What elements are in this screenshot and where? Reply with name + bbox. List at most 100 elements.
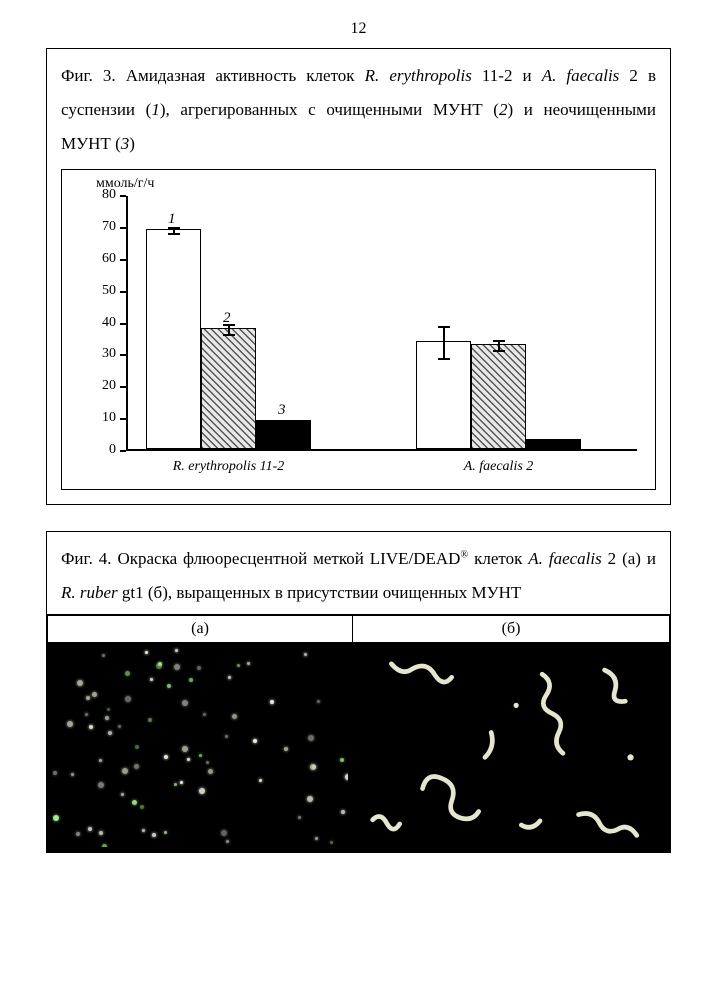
fluorescent-cell-dot [77, 680, 83, 686]
fluorescent-cell-dot [98, 782, 104, 788]
fluorescent-cell-dot [121, 793, 124, 796]
fluorescent-cell-dot [232, 714, 237, 719]
category-label: R. erythropolis 11-2 [146, 459, 311, 475]
micrograph-b [353, 643, 670, 852]
fluorescent-cell-dot [304, 653, 307, 656]
fluorescent-cell-dot [341, 810, 345, 814]
fluorescent-cell-dot [317, 700, 320, 703]
species-name: A. faecalis [528, 549, 601, 568]
fluorescent-cell-dot [182, 746, 188, 752]
fluorescent-cell-dot [199, 754, 202, 757]
bar [471, 344, 526, 449]
error-cap [223, 334, 235, 336]
fluorescent-cell-dot [102, 654, 105, 657]
fluorescent-cell-dot [203, 713, 206, 716]
fluorescent-cell-dot [226, 840, 229, 843]
fluorescent-cell-dot [270, 700, 274, 704]
fluorescent-cell-dot [221, 830, 227, 836]
fluorescent-cell-dot [92, 692, 97, 697]
y-tick [120, 227, 126, 229]
series-number-label: 3 [278, 402, 286, 419]
error-cap [438, 358, 450, 360]
panel-header-a: (а) [48, 616, 353, 643]
error-cap [493, 350, 505, 352]
caption-text: Фиг. 3. Амидазная активность клеток [61, 66, 365, 85]
caption-text: 2 (а) и [602, 549, 656, 568]
y-tick-label: 50 [84, 283, 116, 299]
caption-text: клеток [468, 549, 528, 568]
fluorescent-cell-dot [180, 781, 183, 784]
bar [256, 420, 311, 449]
figure-4-grid: (а) (б) [47, 615, 670, 852]
fluorescent-cell-dot [259, 779, 262, 782]
series-number-label: 2 [223, 310, 231, 327]
fluorescent-cell-dot [208, 769, 213, 774]
error-cap [438, 326, 450, 328]
fluorescent-cell-dot [76, 832, 80, 836]
fluorescent-cell-dot [67, 721, 73, 727]
y-tick [120, 386, 126, 388]
error-cap [493, 340, 505, 342]
fluorescent-cell-dot [122, 768, 128, 774]
series-number-label: 1 [168, 211, 176, 228]
bar-chart: ммоль/г/ч 01020304050607080123R. erythro… [61, 169, 656, 490]
fluorescent-cell-dot [142, 829, 145, 832]
y-tick [120, 291, 126, 293]
bar [526, 439, 581, 449]
fluorescent-cell-dot [148, 718, 152, 722]
fluorescent-cell-dot [150, 678, 153, 681]
fluorescent-cell-dot [253, 739, 257, 743]
y-tick-label: 10 [84, 410, 116, 426]
fluorescent-cell-dot [134, 764, 139, 769]
y-tick-label: 80 [84, 187, 116, 203]
micrograph-b-cells [353, 643, 669, 851]
fluorescent-cell-dot [132, 800, 137, 805]
fluorescent-cell-dot [140, 805, 144, 809]
fluorescent-cell-dot [199, 788, 205, 794]
fluorescent-cell-dot [174, 664, 180, 670]
y-tick [120, 259, 126, 261]
series-ref: 3 [121, 134, 130, 153]
fluorescent-cell-dot [53, 771, 57, 775]
fluorescent-cell-dot [308, 735, 314, 741]
page-number: 12 [46, 20, 671, 38]
fluorescent-cell-dot [197, 666, 201, 670]
fluorescent-cell-dot [225, 735, 228, 738]
figure-4-caption: Фиг. 4. Окраска флюоресцентной меткой LI… [47, 532, 670, 615]
fluorescent-cell-dot [105, 716, 109, 720]
caption-text: ) [129, 134, 135, 153]
fluorescent-cell-dot [145, 651, 148, 654]
fluorescent-cell-dot [174, 783, 177, 786]
species-name: R. ruber [61, 583, 118, 602]
fluorescent-cell-dot [156, 663, 162, 669]
caption-text: gt1 (б), выращенных в присутствии очищен… [118, 583, 522, 602]
fluorescent-cell-dot [284, 747, 288, 751]
caption-text: 11-2 и [472, 66, 542, 85]
fluorescent-cell-dot [125, 696, 131, 702]
y-tick-label: 40 [84, 315, 116, 331]
fluorescent-cell-dot [99, 759, 102, 762]
fluorescent-cell-dot [99, 831, 103, 835]
fluorescent-cell-dot [102, 844, 107, 847]
fluorescent-cell-dot [135, 745, 139, 749]
y-tick [120, 354, 126, 356]
y-tick [120, 195, 126, 197]
registered-mark: ® [460, 549, 468, 560]
fluorescent-cell-dot [107, 708, 110, 711]
fluorescent-cell-dot [206, 761, 209, 764]
y-tick [120, 418, 126, 420]
fluorescent-cell-dot [187, 758, 190, 761]
caption-text: Фиг. 4. Окраска флюоресцентной меткой LI… [61, 549, 460, 568]
fluorescent-cell-dot [164, 755, 168, 759]
fluorescent-cell-dot [86, 696, 90, 700]
fluorescent-cell-dot [237, 664, 240, 667]
fluorescent-cell-dot [108, 731, 112, 735]
y-tick [120, 323, 126, 325]
category-label: A. faecalis 2 [416, 459, 581, 475]
fluorescent-cell-dot [53, 815, 59, 821]
error-bar [443, 327, 445, 359]
fluorescent-cell-dot [71, 773, 74, 776]
x-axis [126, 449, 637, 451]
caption-text: ), агрегированных с очищенными МУНТ ( [160, 100, 499, 119]
y-tick-label: 0 [84, 442, 116, 458]
